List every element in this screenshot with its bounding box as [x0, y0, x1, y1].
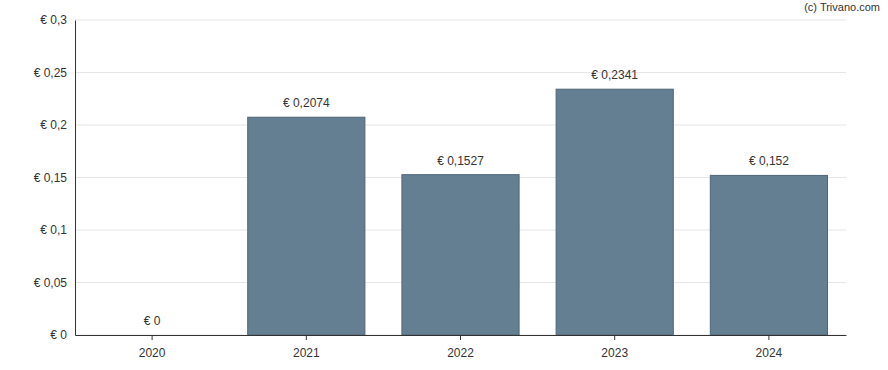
- bar: [248, 117, 365, 335]
- x-tick: 2020: [139, 335, 166, 360]
- x-tick: 2023: [601, 335, 628, 360]
- x-tick-mark: [768, 335, 769, 340]
- x-tick: 2024: [756, 335, 783, 360]
- y-axis: € 0 € 0,05 € 0,1 € 0,15 € 0,2 € 0,25 € 0,3: [34, 13, 76, 342]
- x-tick-mark: [306, 335, 307, 340]
- y-tick: € 0,2: [40, 118, 75, 132]
- grid-line: [75, 20, 846, 21]
- x-tick-label: 2020: [139, 346, 166, 360]
- bars: [248, 89, 828, 335]
- y-tick-label: € 0,2: [40, 118, 67, 132]
- y-tick: € 0,25: [34, 66, 75, 80]
- y-tick: € 0: [50, 328, 75, 342]
- bar: [94, 335, 211, 336]
- x-tick-mark: [152, 335, 153, 340]
- data-label: € 0: [144, 314, 161, 328]
- data-label: € 0,2341: [591, 68, 638, 82]
- y-tick: € 0,1: [40, 223, 75, 237]
- grid-line: [75, 72, 846, 73]
- grid-line: [75, 125, 846, 126]
- y-axis-line: [75, 21, 76, 336]
- plot: € 0 € 0,05 € 0,1 € 0,15 € 0,2 € 0,25 € 0,3 2020…: [34, 13, 847, 359]
- x-tick-mark: [614, 335, 615, 340]
- y-tick-label: € 0: [50, 328, 67, 342]
- x-tick-label: 2021: [293, 346, 320, 360]
- bar: [556, 89, 673, 335]
- grid: [75, 20, 846, 335]
- x-tick: 2022: [447, 335, 474, 360]
- x-tick-label: 2024: [756, 346, 783, 360]
- y-tick-label: € 0,3: [40, 13, 67, 27]
- y-tick: € 0,05: [34, 276, 75, 290]
- y-tick-label: € 0,25: [34, 66, 68, 80]
- data-labels: € 0 € 0,2074 € 0,1527 € 0,2341 € 0,152: [144, 68, 789, 328]
- y-tick-label: € 0,05: [34, 276, 68, 290]
- bar: [710, 175, 827, 335]
- x-tick-label: 2022: [447, 346, 474, 360]
- x-tick: 2021: [293, 335, 320, 360]
- data-label: € 0,152: [749, 154, 789, 168]
- x-tick-mark: [460, 335, 461, 340]
- chart: € 0 € 0,05 € 0,1 € 0,15 € 0,2 € 0,25 € 0,3 2020…: [0, 0, 888, 370]
- y-tick: € 0,3: [40, 13, 75, 27]
- x-tick-label: 2023: [601, 346, 628, 360]
- y-tick-label: € 0,15: [34, 171, 68, 185]
- x-axis: 2020 2021 2022 2023 2024: [76, 335, 847, 360]
- bar: [402, 175, 519, 335]
- y-tick: € 0,15: [34, 171, 75, 185]
- credit: (c) Trivano.com: [804, 1, 880, 13]
- data-label: € 0,2074: [283, 96, 330, 110]
- data-label: € 0,1527: [437, 154, 484, 168]
- y-tick-label: € 0,1: [40, 223, 67, 237]
